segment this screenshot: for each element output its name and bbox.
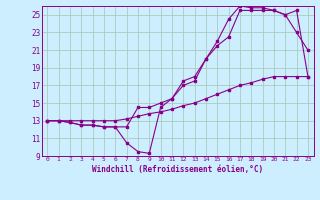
X-axis label: Windchill (Refroidissement éolien,°C): Windchill (Refroidissement éolien,°C)	[92, 165, 263, 174]
